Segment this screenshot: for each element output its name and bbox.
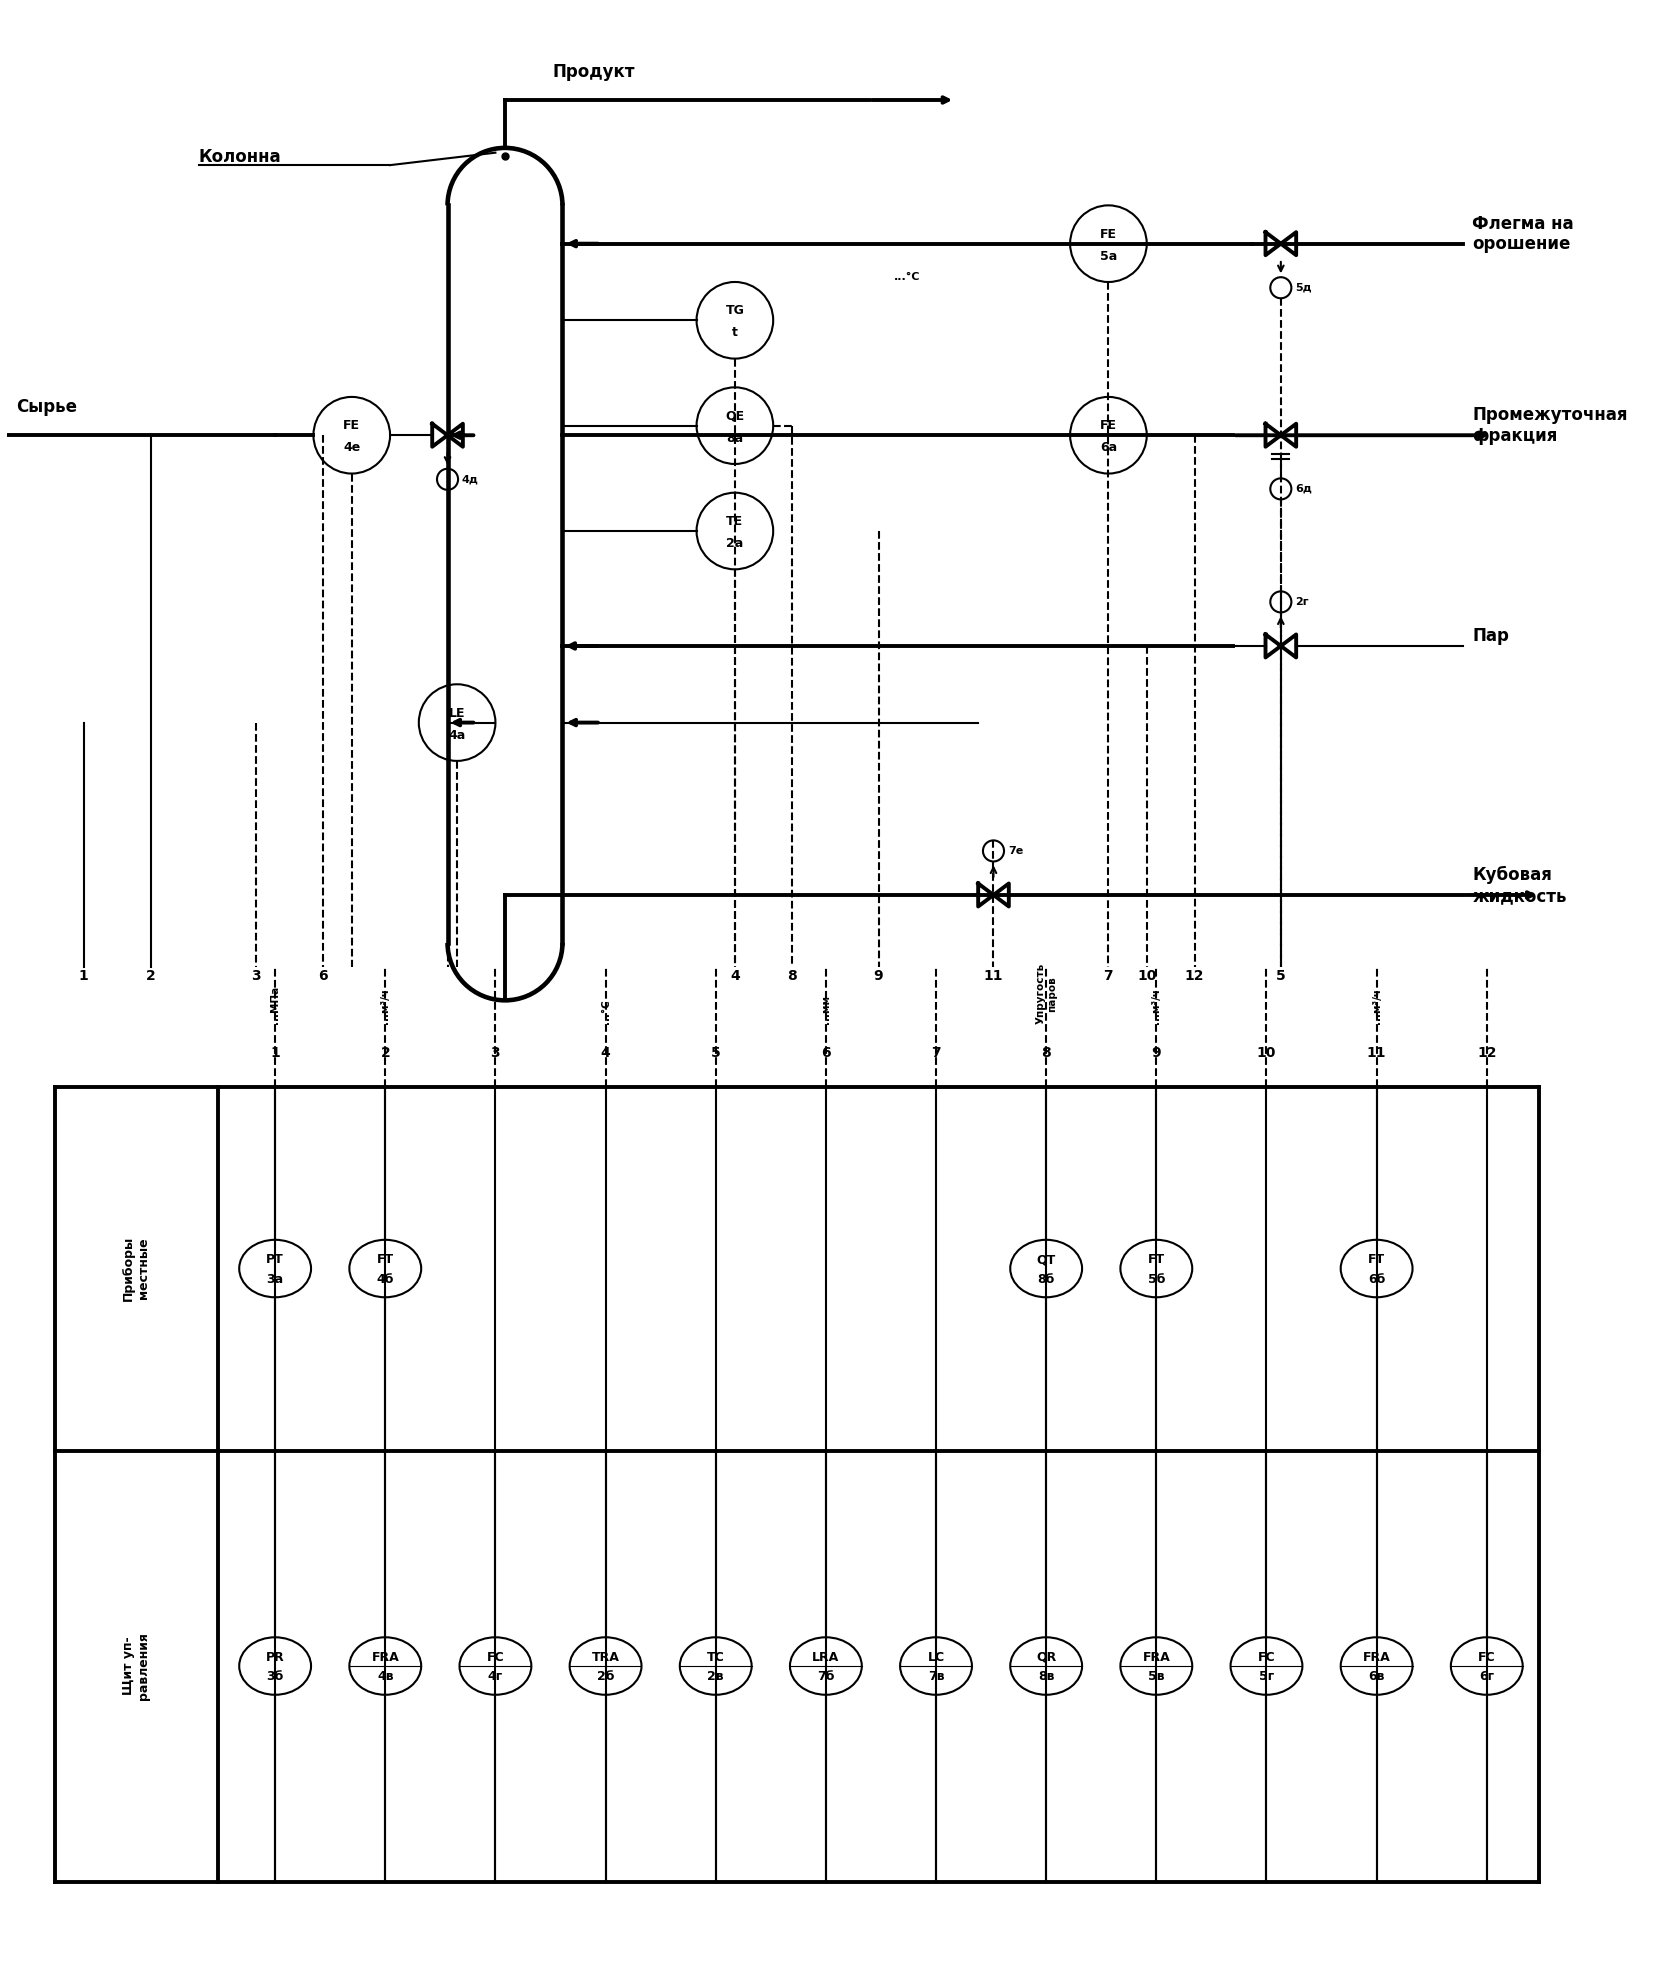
Text: 12: 12 [1184, 970, 1204, 984]
Text: 4д: 4д [461, 475, 478, 485]
Text: 7в: 7в [928, 1669, 944, 1683]
Text: TRA: TRA [592, 1652, 620, 1664]
Text: PT: PT [266, 1254, 284, 1267]
Text: 8а: 8а [726, 432, 743, 445]
Text: FE: FE [1100, 227, 1116, 240]
Text: FRA: FRA [1143, 1652, 1169, 1664]
Text: QT: QT [1037, 1254, 1055, 1267]
Text: Флегма на
орошение: Флегма на орошение [1472, 215, 1575, 254]
Text: 2а: 2а [726, 536, 744, 550]
Text: 8в: 8в [1039, 1669, 1054, 1683]
Text: 9: 9 [873, 970, 883, 984]
Text: 5б: 5б [1148, 1273, 1164, 1285]
Text: 5в: 5в [1148, 1669, 1164, 1683]
Text: 3: 3 [491, 1047, 500, 1060]
Text: ...мм: ...мм [820, 995, 830, 1025]
Text: 3: 3 [251, 970, 261, 984]
Text: ...м³/ч: ...м³/ч [380, 987, 390, 1025]
Text: TC: TC [706, 1652, 724, 1664]
Text: 7е: 7е [1007, 846, 1024, 855]
Text: 6г: 6г [1479, 1669, 1494, 1683]
Text: 10: 10 [1257, 1047, 1277, 1060]
Text: 10: 10 [1136, 970, 1156, 984]
Text: 2г: 2г [1295, 597, 1308, 607]
Text: 4: 4 [729, 970, 739, 984]
Text: 2: 2 [146, 970, 155, 984]
Text: 4г: 4г [488, 1669, 503, 1683]
Text: LE: LE [448, 706, 465, 719]
Text: ...м³/ч: ...м³/ч [1371, 987, 1381, 1025]
Text: Колонна: Колонна [198, 148, 281, 166]
Text: 4в: 4в [377, 1669, 394, 1683]
Text: 11: 11 [984, 970, 1004, 984]
Text: 1: 1 [270, 1047, 280, 1060]
Text: 7: 7 [931, 1047, 941, 1060]
Text: 2б: 2б [597, 1669, 614, 1683]
Text: 2: 2 [380, 1047, 390, 1060]
Text: FT: FT [1368, 1254, 1384, 1267]
Text: 3б: 3б [266, 1669, 284, 1683]
Text: ...°С: ...°С [600, 999, 610, 1025]
Text: t: t [733, 327, 738, 339]
Text: FC: FC [1257, 1652, 1275, 1664]
Text: FE: FE [344, 420, 361, 432]
Text: 5г: 5г [1259, 1669, 1274, 1683]
Text: FRA: FRA [1363, 1652, 1391, 1664]
Text: 3а: 3а [266, 1273, 284, 1285]
Text: 4е: 4е [342, 442, 361, 453]
Text: LC: LC [928, 1652, 944, 1664]
Text: PR: PR [266, 1652, 284, 1664]
Text: 7: 7 [1103, 970, 1113, 984]
Text: Щит уп-
равления: Щит уп- равления [122, 1632, 151, 1699]
Text: 4б: 4б [377, 1273, 394, 1285]
Text: 8б: 8б [1037, 1273, 1055, 1285]
Text: 8: 8 [1042, 1047, 1050, 1060]
Text: 6д: 6д [1295, 483, 1312, 495]
Text: Приборы
местные: Приборы местные [122, 1236, 151, 1301]
Text: ...МПа: ...МПа [270, 986, 280, 1025]
Text: 11: 11 [1366, 1047, 1386, 1060]
Text: 9: 9 [1151, 1047, 1161, 1060]
Text: 5а: 5а [1100, 250, 1116, 262]
Text: 4а: 4а [448, 729, 466, 741]
Text: Пар: Пар [1472, 627, 1510, 645]
Text: TG: TG [726, 304, 744, 317]
Text: FC: FC [486, 1652, 504, 1664]
Text: Продукт: Продукт [552, 63, 635, 81]
Text: 6а: 6а [1100, 442, 1116, 453]
Text: 7б: 7б [817, 1669, 835, 1683]
Text: 5д: 5д [1295, 282, 1312, 294]
Text: QE: QE [726, 410, 744, 422]
Text: ...м³/ч: ...м³/ч [1151, 987, 1161, 1025]
Text: FRA: FRA [372, 1652, 399, 1664]
Text: ...°C: ...°C [895, 272, 921, 282]
Text: 6: 6 [318, 970, 327, 984]
Text: QR: QR [1035, 1652, 1057, 1664]
Text: 6в: 6в [1368, 1669, 1384, 1683]
Text: Промежуточная
фракция: Промежуточная фракция [1472, 406, 1628, 445]
Text: 6б: 6б [1368, 1273, 1386, 1285]
Text: Сырье: Сырье [17, 398, 78, 416]
Text: TE: TE [726, 514, 743, 528]
Text: 4: 4 [600, 1047, 610, 1060]
Text: Упругость
паров: Упругость паров [1035, 964, 1057, 1025]
Text: FT: FT [1148, 1254, 1164, 1267]
Text: 5: 5 [1275, 970, 1285, 984]
Text: 2в: 2в [708, 1669, 724, 1683]
Text: LRA: LRA [812, 1652, 840, 1664]
Text: FE: FE [1100, 420, 1116, 432]
Text: 1: 1 [79, 970, 88, 984]
Text: 8: 8 [787, 970, 797, 984]
Text: 12: 12 [1477, 1047, 1497, 1060]
Text: 6: 6 [820, 1047, 830, 1060]
Text: Кубовая
жидкость: Кубовая жидкость [1472, 865, 1566, 905]
Text: FT: FT [377, 1254, 394, 1267]
Text: FC: FC [1479, 1652, 1495, 1664]
Text: 5: 5 [711, 1047, 721, 1060]
